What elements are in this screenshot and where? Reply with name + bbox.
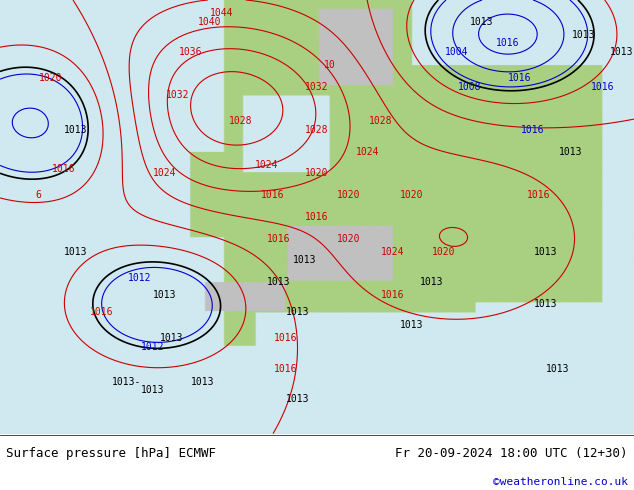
Text: 1016: 1016 xyxy=(590,82,614,92)
Text: 1016: 1016 xyxy=(89,307,113,317)
Text: 1036: 1036 xyxy=(178,47,202,57)
Text: 1013: 1013 xyxy=(533,246,557,257)
Text: 1044: 1044 xyxy=(210,8,234,18)
Text: 1024: 1024 xyxy=(356,147,380,157)
Text: 1013: 1013 xyxy=(571,30,595,40)
Text: 1016: 1016 xyxy=(273,364,297,373)
Text: 1013: 1013 xyxy=(153,290,177,300)
Text: 1032: 1032 xyxy=(165,90,190,100)
Text: 1024: 1024 xyxy=(153,169,177,178)
Text: 1032: 1032 xyxy=(305,82,329,92)
Text: 1013: 1013 xyxy=(267,277,291,287)
Text: 1016: 1016 xyxy=(267,234,291,244)
Text: 1013: 1013 xyxy=(64,125,88,135)
Text: 1013: 1013 xyxy=(419,277,443,287)
Text: 1016: 1016 xyxy=(273,333,297,343)
Text: 1020: 1020 xyxy=(337,190,361,200)
Text: ©weatheronline.co.uk: ©weatheronline.co.uk xyxy=(493,477,628,487)
Text: 1016: 1016 xyxy=(305,212,329,222)
Text: 1020: 1020 xyxy=(432,246,456,257)
Text: 6: 6 xyxy=(35,190,41,200)
Text: 10: 10 xyxy=(324,60,335,70)
Text: 1013-: 1013- xyxy=(112,377,141,387)
Text: 1016: 1016 xyxy=(527,190,551,200)
Text: 1024: 1024 xyxy=(254,160,278,170)
Text: 1013: 1013 xyxy=(400,320,424,330)
Text: 1004: 1004 xyxy=(444,47,469,57)
Text: 1020: 1020 xyxy=(305,169,329,178)
Text: 1013: 1013 xyxy=(470,17,494,26)
Text: 1013: 1013 xyxy=(191,377,215,387)
Text: 1013: 1013 xyxy=(546,364,570,373)
Text: 1013: 1013 xyxy=(533,298,557,309)
Text: 1013: 1013 xyxy=(286,394,310,404)
Text: 1028: 1028 xyxy=(368,117,392,126)
Text: 1020: 1020 xyxy=(337,234,361,244)
Text: Fr 20-09-2024 18:00 UTC (12+30): Fr 20-09-2024 18:00 UTC (12+30) xyxy=(395,447,628,460)
Text: 1013: 1013 xyxy=(559,147,583,157)
Text: 1016: 1016 xyxy=(261,190,285,200)
Text: 1012: 1012 xyxy=(127,272,152,283)
Text: 1020: 1020 xyxy=(400,190,424,200)
Text: 1016: 1016 xyxy=(508,73,532,83)
Text: 1016: 1016 xyxy=(51,164,75,174)
Text: 1013: 1013 xyxy=(609,47,633,57)
Text: 1013: 1013 xyxy=(64,246,88,257)
Text: Surface pressure [hPa] ECMWF: Surface pressure [hPa] ECMWF xyxy=(6,447,216,460)
Text: 1016: 1016 xyxy=(521,125,545,135)
Text: 1024: 1024 xyxy=(381,246,405,257)
Text: 1028: 1028 xyxy=(229,117,253,126)
Text: 1013: 1013 xyxy=(286,307,310,317)
Text: 1013: 1013 xyxy=(140,385,164,395)
Text: 1020: 1020 xyxy=(39,73,63,83)
Text: 1008: 1008 xyxy=(457,82,481,92)
Text: 1012: 1012 xyxy=(140,342,164,352)
Text: 1013: 1013 xyxy=(292,255,316,265)
Text: 1028: 1028 xyxy=(305,125,329,135)
Text: 1040: 1040 xyxy=(197,17,221,26)
Text: 1016: 1016 xyxy=(381,290,405,300)
Text: 1013: 1013 xyxy=(159,333,183,343)
Text: 1016: 1016 xyxy=(495,38,519,49)
